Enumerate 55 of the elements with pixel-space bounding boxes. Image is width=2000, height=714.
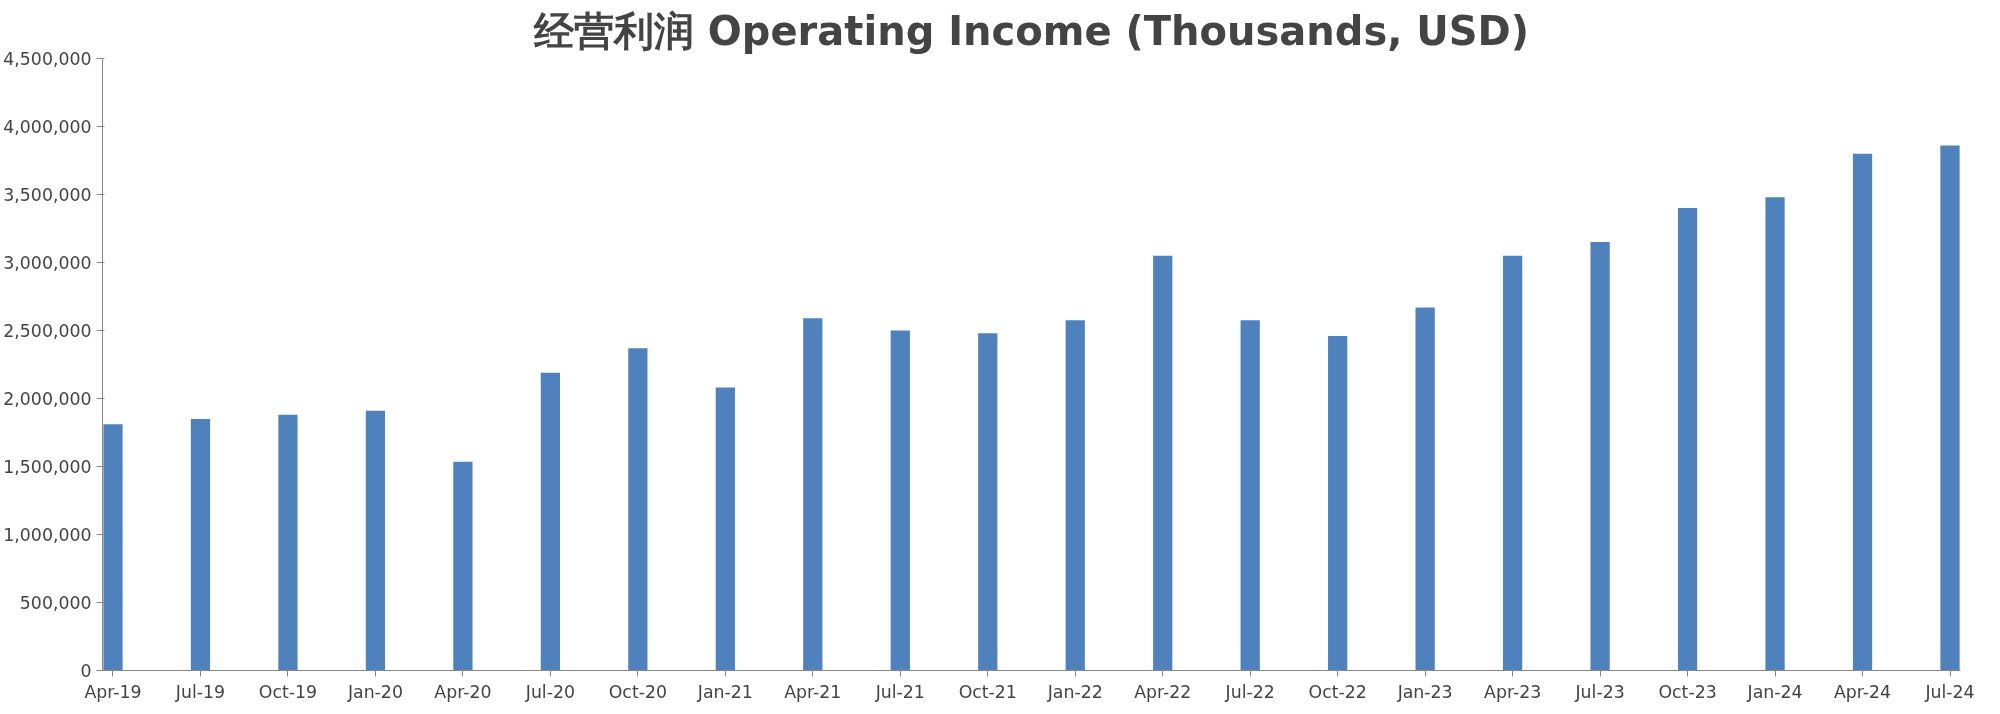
y-tick-label: 1,500,000: [3, 457, 92, 477]
x-tick-label: Jul-22: [1224, 681, 1275, 702]
x-tick-label: Oct-19: [258, 681, 318, 702]
x-tick-label: Jan-24: [1746, 681, 1803, 702]
bar: [1590, 242, 1610, 671]
bar: [1328, 335, 1348, 671]
x-tick-label: Oct-21: [958, 681, 1017, 702]
x-tick-label: Apr-21: [784, 681, 842, 702]
x-tick-label: Apr-20: [434, 681, 492, 702]
chart-title: 经营利润 Operating Income (Thousands, USD): [532, 7, 1530, 54]
x-tick-label: Jan-20: [346, 681, 403, 702]
x-tick-label: Oct-20: [608, 681, 667, 702]
bar: [365, 410, 386, 671]
bar: [1765, 197, 1785, 671]
bar: [1415, 307, 1435, 671]
x-tick-label: Apr-23: [1484, 681, 1542, 702]
x-tick-label: Jul-19: [174, 681, 226, 702]
y-tick-label: 3,500,000: [3, 185, 92, 205]
bar: [278, 414, 298, 671]
x-tick-label: Jul-24: [1924, 681, 1975, 702]
x-tick-label: Apr-24: [1833, 681, 1892, 702]
bar: [1852, 153, 1873, 671]
y-tick-label: 0: [80, 661, 92, 681]
bar: [978, 333, 998, 671]
x-tick-label: Jan-22: [1046, 681, 1103, 702]
bar: [540, 372, 560, 671]
x-tick-label: Oct-23: [1658, 681, 1717, 702]
x-tick-label: Jan-21: [696, 681, 753, 702]
bar: [715, 387, 735, 671]
x-tick-label: Jul-20: [524, 681, 575, 702]
bar: [190, 418, 211, 671]
bar: [803, 318, 823, 671]
bar: [1065, 320, 1085, 671]
y-tick-label: 2,500,000: [3, 321, 92, 341]
x-tick-label: Apr-22: [1134, 681, 1192, 702]
y-tick-label: 4,000,000: [3, 117, 92, 137]
bar: [1940, 145, 1960, 671]
bar: [103, 424, 123, 671]
bar: [453, 461, 473, 671]
x-tick-label: Jul-23: [1574, 681, 1625, 702]
y-tick-label: 3,000,000: [3, 253, 92, 273]
x-tick-label: Jul-21: [874, 681, 925, 702]
x-tick-label: Apr-19: [84, 681, 142, 702]
y-tick-label: 1,000,000: [3, 525, 92, 545]
bar: [1677, 208, 1698, 671]
bar: [1153, 255, 1173, 671]
x-tick-label: Jan-23: [1396, 681, 1453, 702]
bar: [628, 348, 648, 671]
bar: [890, 330, 910, 671]
y-tick-label: 500,000: [19, 593, 92, 613]
y-tick-label: 4,500,000: [3, 49, 92, 69]
bar: [1503, 255, 1523, 671]
bar: [1240, 320, 1260, 671]
y-tick-label: 2,000,000: [3, 389, 92, 409]
x-tick-label: Oct-22: [1308, 681, 1367, 702]
